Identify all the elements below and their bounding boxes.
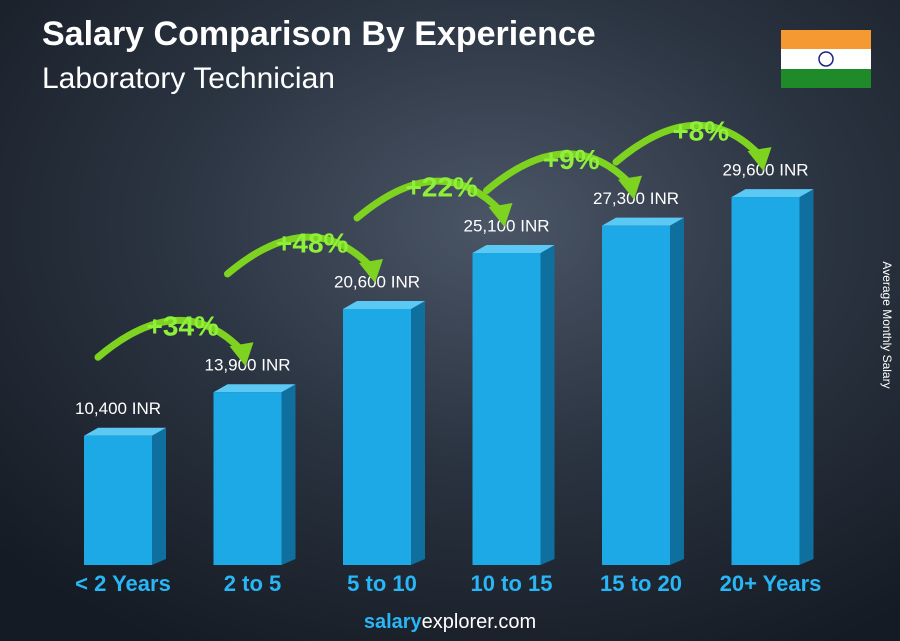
y-axis-label: Average Monthly Salary	[880, 261, 894, 388]
footer-rest: explorer.com	[422, 611, 537, 633]
growth-arrow	[224, 233, 375, 278]
bar-top	[602, 217, 684, 226]
bar-front	[472, 253, 541, 565]
bar	[602, 217, 684, 565]
bar-front	[731, 197, 800, 565]
footer-bold: salary	[364, 611, 423, 633]
arrow-head	[618, 175, 642, 200]
value-label: 13,900 INR	[205, 356, 291, 375]
value-label: 27,300 INR	[593, 189, 679, 208]
bar-front	[84, 435, 152, 565]
bar-front	[343, 308, 411, 565]
bar-top	[213, 384, 296, 393]
growth-label: +8%	[672, 115, 729, 146]
bar-side	[281, 384, 296, 565]
bar-side	[540, 245, 555, 565]
x-tick-label: 5 to 10	[347, 571, 417, 596]
bar-front	[602, 225, 670, 565]
arrow-head	[359, 258, 383, 283]
growth-arrow	[353, 177, 504, 222]
arrow-head	[229, 342, 254, 367]
arrow-head	[747, 147, 772, 172]
value-label: 29,600 INR	[723, 161, 809, 180]
bar-side	[670, 217, 684, 565]
value-label: 25,100 INR	[464, 216, 550, 235]
bar	[213, 384, 296, 565]
bar	[84, 427, 166, 565]
growth-label: +22%	[406, 171, 478, 202]
arrow-head	[488, 203, 513, 228]
growth-arrow	[94, 316, 245, 361]
bar-top	[343, 300, 425, 309]
bar	[472, 245, 555, 565]
growth-label: +48%	[276, 227, 348, 258]
x-tick-label: 15 to 20	[600, 571, 682, 596]
bar-front	[213, 392, 282, 565]
flag	[781, 30, 871, 88]
x-tick-label: < 2 Years	[75, 571, 171, 596]
x-tick-label: 10 to 15	[471, 571, 553, 596]
bar-side	[152, 427, 166, 565]
bar	[343, 300, 425, 565]
value-label: 20,600 INR	[334, 272, 420, 291]
bar-side	[411, 300, 425, 565]
chart-subtitle: Laboratory Technician	[42, 62, 335, 95]
growth-arrow	[483, 150, 634, 195]
bar-side	[799, 189, 814, 565]
growth-label: +34%	[147, 311, 219, 342]
chart-title: Salary Comparison By Experience	[42, 15, 596, 53]
bar-top	[472, 245, 555, 254]
growth-arrow	[612, 121, 763, 166]
bar	[731, 189, 814, 565]
value-label: 10,400 INR	[75, 399, 161, 418]
bar-top	[84, 427, 166, 436]
x-tick-label: 2 to 5	[224, 571, 281, 596]
x-tick-label: 20+ Years	[720, 571, 822, 596]
footer: salaryexplorer.com	[364, 611, 536, 633]
growth-label: +9%	[543, 144, 600, 175]
bar-top	[731, 189, 814, 198]
